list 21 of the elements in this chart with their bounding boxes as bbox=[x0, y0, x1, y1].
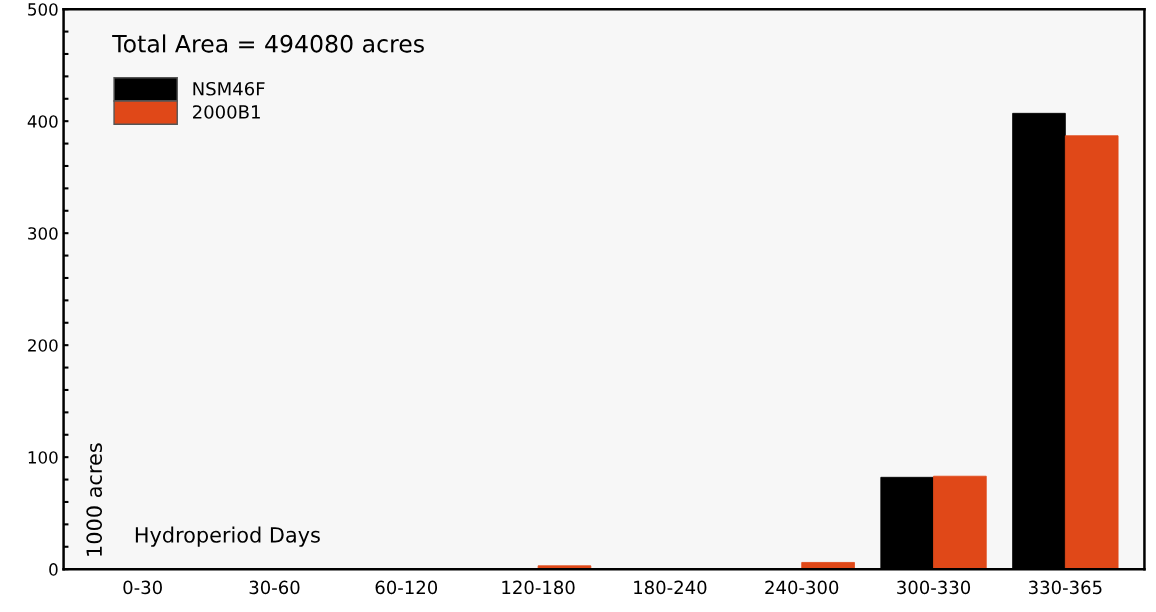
annotation: Total Area = 494080 acres bbox=[112, 34, 424, 53]
x-tick-label: 0-30 bbox=[123, 580, 162, 595]
x-tick-label: 330-365 bbox=[1029, 580, 1102, 595]
y-tick-label: 500 bbox=[28, 3, 58, 16]
bar bbox=[933, 475, 987, 570]
y-axis-title: 1000 acres bbox=[86, 443, 103, 556]
x-tick-label: 180-240 bbox=[634, 580, 707, 595]
legend-label: 2000B1 bbox=[193, 105, 260, 119]
x-tick-label: 300-330 bbox=[897, 580, 971, 595]
y-tick-label: 400 bbox=[27, 115, 58, 128]
y-tick-label: 0 bbox=[49, 563, 58, 576]
legend-label: NSM46F bbox=[193, 81, 265, 96]
x-axis-title: Hydroperiod Days bbox=[135, 526, 320, 547]
x-tick-label: 120-180 bbox=[502, 580, 575, 595]
y-tick-label: 100 bbox=[28, 451, 58, 464]
x-tick-label: 60-120 bbox=[375, 580, 438, 595]
x-tick-label: 30-60 bbox=[249, 580, 300, 595]
y-tick-label: 200 bbox=[28, 339, 58, 352]
y-tick-label: 300 bbox=[28, 227, 58, 240]
x-tick-label: 240-300 bbox=[765, 580, 839, 595]
bar bbox=[1064, 135, 1119, 570]
